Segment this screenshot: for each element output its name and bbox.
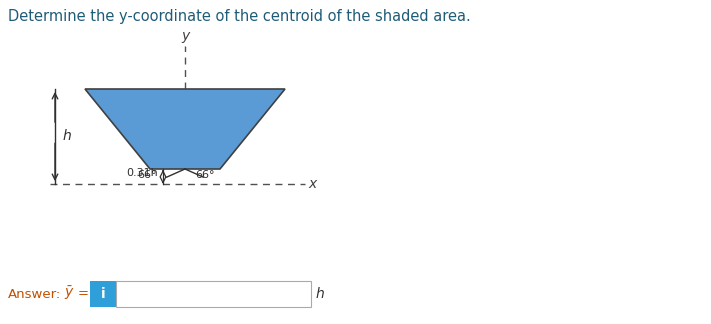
Text: 0.31h: 0.31h [127, 168, 158, 179]
Text: Determine the y-coordinate of the centroid of the shaded area.: Determine the y-coordinate of the centro… [8, 9, 471, 24]
Text: x: x [308, 177, 316, 191]
Text: i: i [101, 287, 105, 301]
Text: Answer:: Answer: [8, 287, 61, 300]
Text: h: h [63, 130, 72, 144]
Polygon shape [85, 89, 285, 169]
Text: =: = [78, 287, 89, 300]
Bar [90, 281, 116, 307]
Text: $\bar{y}$: $\bar{y}$ [64, 284, 75, 302]
Bar [116, 281, 311, 307]
Text: y: y [181, 29, 189, 43]
Text: h: h [316, 287, 325, 301]
Text: 66°: 66° [195, 170, 215, 180]
Text: 66°: 66° [137, 170, 157, 180]
